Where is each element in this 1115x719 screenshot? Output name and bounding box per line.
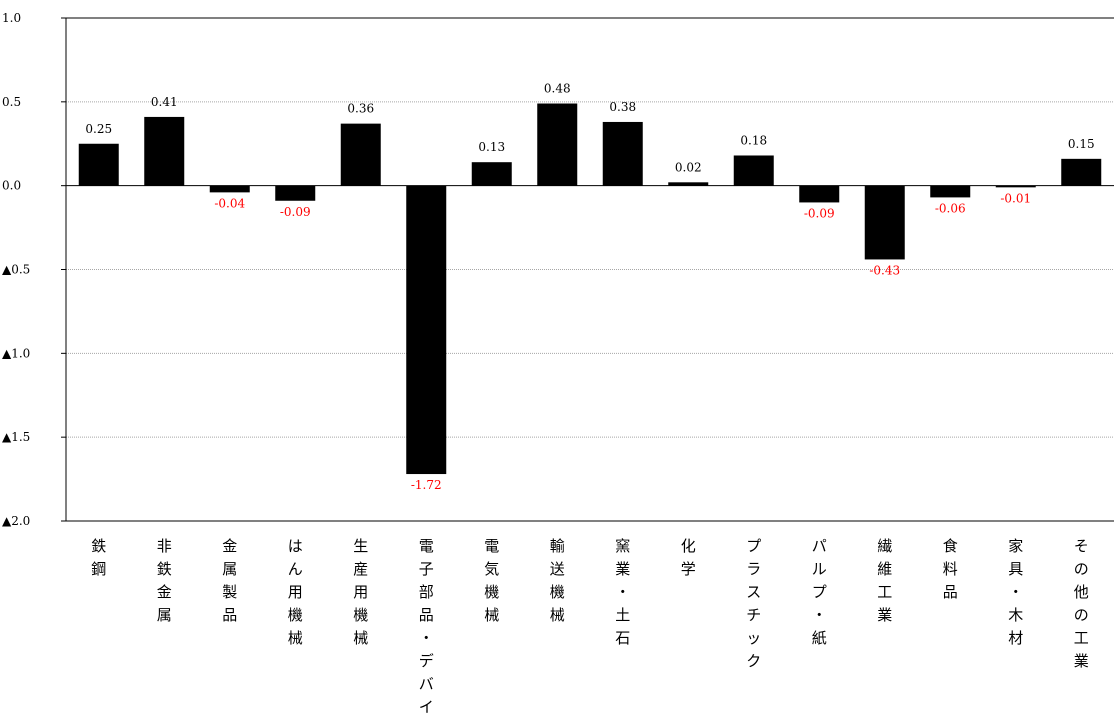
- bar: [1061, 158, 1102, 186]
- category-label: パルプ・紙: [812, 537, 827, 647]
- category-label: 生産用機械: [353, 537, 368, 647]
- data-label: -0.09: [804, 206, 835, 220]
- y-tick-label: ▲0.5: [2, 263, 30, 277]
- bar: [209, 185, 250, 193]
- y-tick-label: ▲1.0: [2, 346, 30, 360]
- bar: [799, 185, 840, 203]
- category-label: 繊維工業: [877, 537, 892, 624]
- data-label: -0.06: [935, 201, 966, 215]
- data-label: 0.41: [151, 95, 178, 109]
- data-label: 0.13: [478, 140, 505, 154]
- bar: [78, 143, 119, 186]
- bar: [275, 185, 316, 201]
- y-tick-label: 1.0: [2, 11, 21, 25]
- category-label: その他の工業: [1074, 537, 1089, 670]
- data-label: 0.02: [675, 160, 702, 174]
- y-tick-label: 0.0: [2, 179, 21, 193]
- category-label: 窯業・土石: [615, 537, 630, 647]
- bar: [406, 185, 447, 475]
- bar: [864, 185, 905, 260]
- data-label: -1.72: [411, 478, 442, 492]
- gridlines: [66, 101, 1114, 438]
- bar: [602, 121, 643, 186]
- category-label: 化学: [681, 537, 696, 578]
- category-label: 非鉄金属: [157, 537, 172, 624]
- category-label: 電子部品・デバイス: [419, 537, 434, 719]
- bar: [537, 103, 578, 186]
- data-labels: 0.25 0.41 -0.04 -0.09 0.36 -1.72 0.13 0.48 0.38 0…: [85, 82, 1094, 493]
- data-label: -0.09: [280, 205, 311, 219]
- y-axis-tick-labels: 1.0 0.5 0.0 ▲0.5 ▲1.0 ▲1.5 ▲2.0: [2, 11, 66, 528]
- bar: [668, 182, 709, 186]
- data-label: -0.43: [869, 263, 900, 277]
- bar: [930, 185, 971, 198]
- data-label: -0.04: [214, 196, 245, 210]
- y-tick-label: ▲1.5: [2, 430, 30, 444]
- data-label: 0.48: [544, 82, 571, 96]
- data-label: 0.38: [609, 100, 636, 114]
- data-label: -0.01: [1000, 191, 1031, 205]
- bar: [144, 116, 185, 186]
- data-label: 0.15: [1068, 137, 1095, 151]
- category-label: 食料品: [943, 537, 958, 601]
- data-label: 0.25: [85, 122, 112, 136]
- category-label: 輸送機械: [550, 537, 565, 624]
- bar: [733, 155, 774, 186]
- category-label: 鉄鋼: [91, 537, 106, 578]
- category-label: 家具・木材: [1008, 537, 1023, 647]
- bar: [995, 185, 1036, 188]
- category-labels: 鉄鋼 非鉄金属 金属製品 はん用機械 生産用機械 電子部品・デバイス 電気機械 輸送機械 窯業・…: [91, 537, 1089, 719]
- category-label: はん用機械: [288, 537, 303, 647]
- bars: [78, 103, 1102, 475]
- bar: [340, 123, 381, 186]
- plot-area-frame: [65, 17, 1114, 522]
- category-label: 電気機械: [484, 537, 499, 624]
- data-label: 0.18: [740, 133, 767, 147]
- data-label: 0.36: [347, 102, 374, 116]
- category-label: プラスチック: [746, 537, 761, 670]
- bar: [471, 162, 512, 186]
- category-label: 金属製品: [222, 537, 237, 624]
- y-tick-label: 0.5: [2, 95, 21, 109]
- y-tick-label: ▲2.0: [2, 514, 30, 528]
